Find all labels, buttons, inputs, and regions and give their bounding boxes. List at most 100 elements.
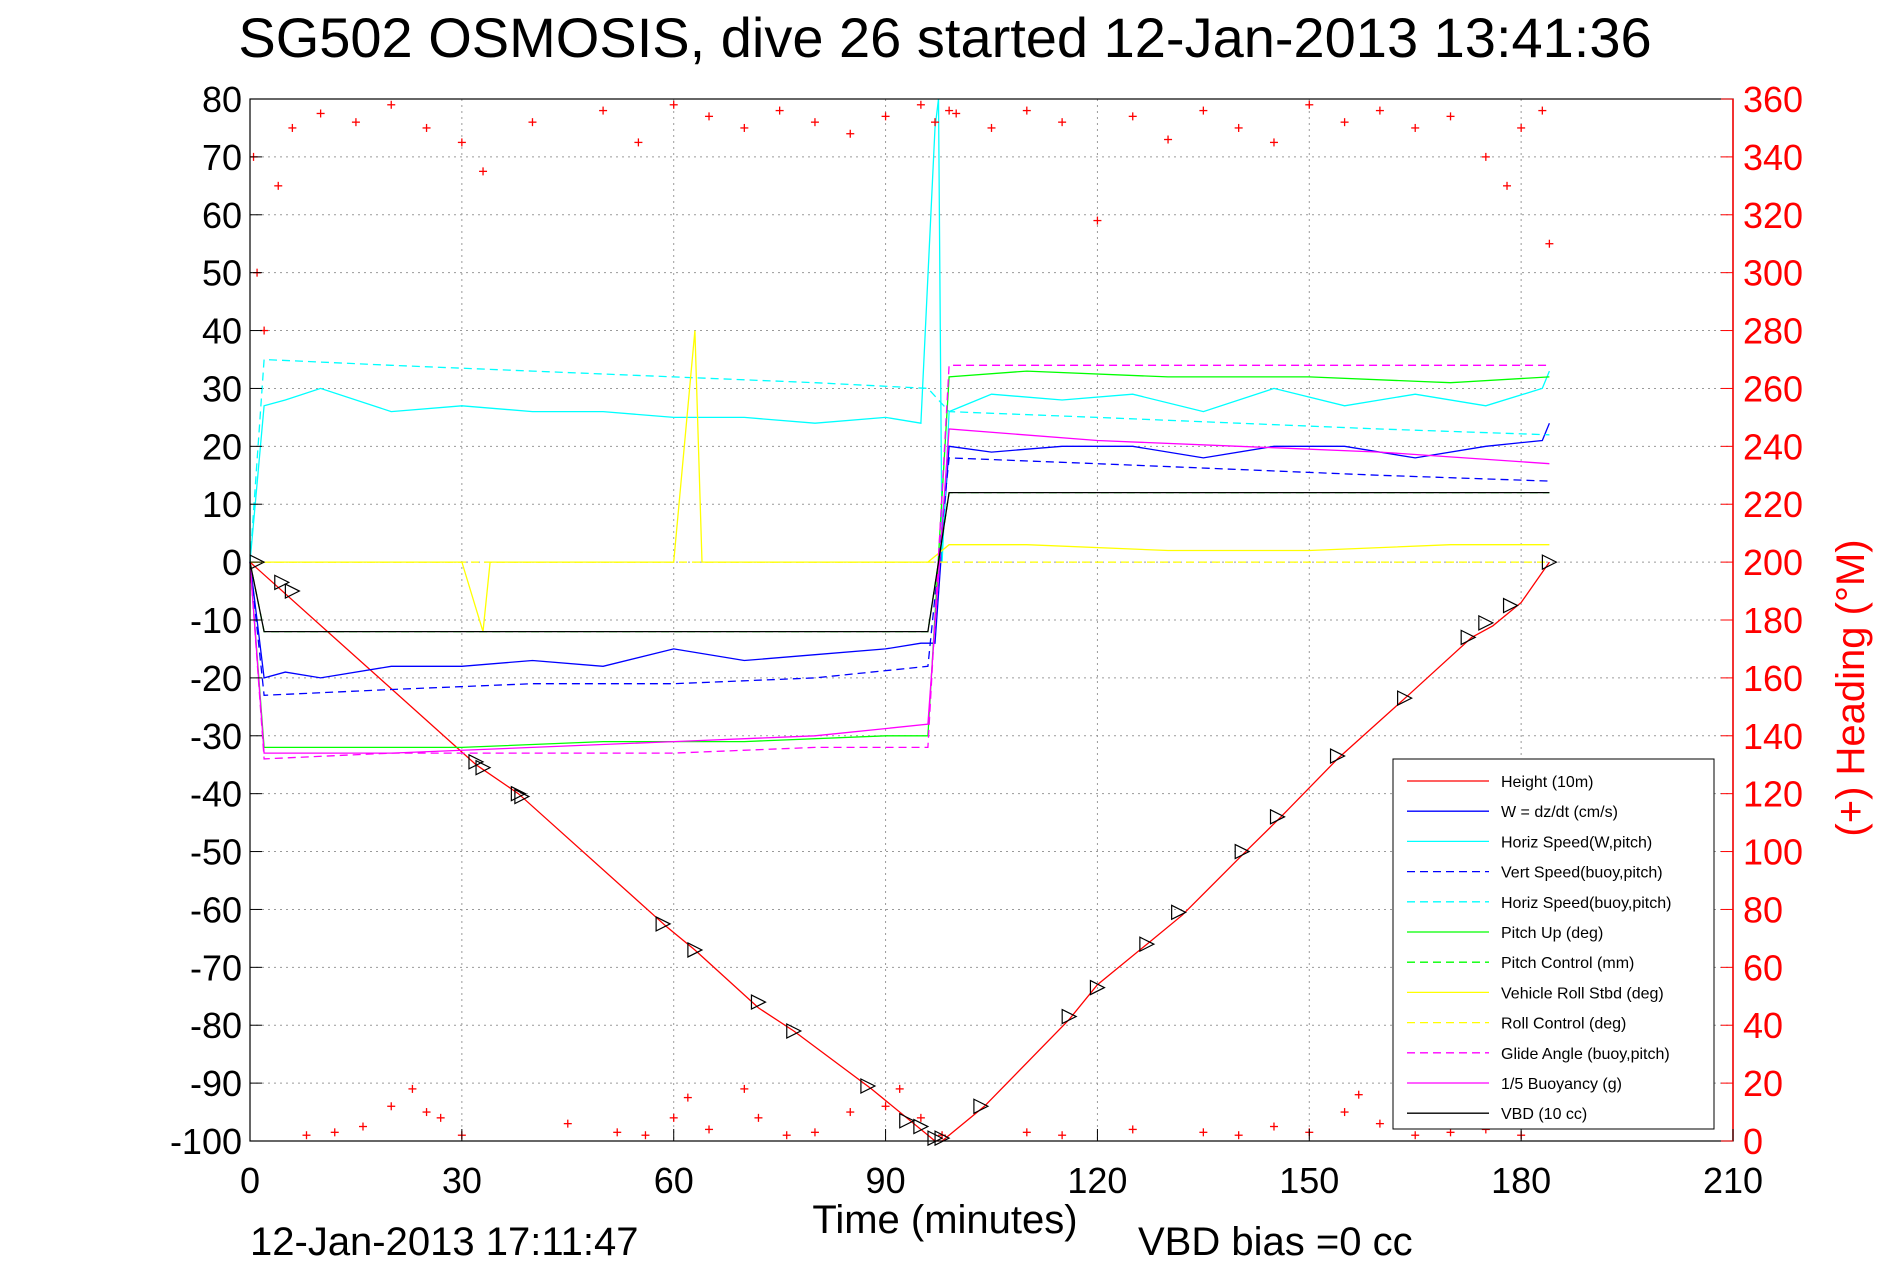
y-tick-label: 30 xyxy=(202,368,242,409)
heading-point xyxy=(479,167,488,176)
dive-marker xyxy=(750,994,767,1011)
y2-tick-label: 120 xyxy=(1743,774,1803,815)
heading-point xyxy=(288,123,297,132)
y2-tick-label: 20 xyxy=(1743,1063,1783,1104)
heading-point xyxy=(330,1128,339,1137)
heading-point xyxy=(895,1084,904,1093)
y2-tick-label: 180 xyxy=(1743,600,1803,641)
x-tick-label: 0 xyxy=(240,1160,260,1201)
series-line-4 xyxy=(249,358,1550,563)
dive-marker xyxy=(1460,629,1477,646)
heading-point xyxy=(1269,1122,1278,1131)
x-tick-label: 90 xyxy=(866,1160,906,1201)
heading-point xyxy=(782,1131,791,1140)
y2-tick-label: 280 xyxy=(1743,311,1803,352)
axis-ticks: 0 30 60 90 120 150 180 21080706050403020100-10-… xyxy=(170,79,1803,1201)
heading-point xyxy=(881,112,890,121)
heading-point xyxy=(387,1102,396,1111)
y-tick-label: -20 xyxy=(190,658,242,699)
legend-label: 1/5 Buoyancy (g) xyxy=(1501,1076,1622,1093)
legend-label: Pitch Control (mm) xyxy=(1501,955,1634,972)
footer-timestamp: 12-Jan-2013 17:11:47 xyxy=(250,1220,638,1262)
x-tick-label: 60 xyxy=(654,1160,694,1201)
heading-point xyxy=(775,106,784,115)
heading-point xyxy=(669,1113,678,1122)
dive-marker xyxy=(786,1023,803,1039)
x-tick-label: 150 xyxy=(1279,1160,1339,1201)
series-line-10 xyxy=(249,428,1550,754)
series-lines xyxy=(249,98,1551,1142)
heading-point xyxy=(1058,118,1067,127)
heading-point xyxy=(641,1131,650,1140)
y-tick-label: 50 xyxy=(202,253,242,294)
heading-point xyxy=(274,181,283,190)
y-tick-label: 0 xyxy=(222,542,242,583)
heading-point xyxy=(705,1125,714,1134)
y2-tick-label: 100 xyxy=(1743,832,1803,873)
series-line-5 xyxy=(249,370,1550,749)
y-tick-label: -50 xyxy=(190,832,242,873)
heading-point xyxy=(599,106,608,115)
heading-point xyxy=(1354,1090,1363,1099)
x-tick-label: 210 xyxy=(1703,1160,1763,1201)
series-line-2 xyxy=(249,98,1551,563)
series-line-3 xyxy=(249,457,1550,696)
heading-point xyxy=(1199,106,1208,115)
legend-label: VBD (10 cc) xyxy=(1501,1106,1587,1123)
heading-point xyxy=(846,1108,855,1117)
y2-tick-label: 360 xyxy=(1743,79,1803,120)
y2-axis-label: (+) Heading (°M) xyxy=(1829,539,1873,836)
series-line-11 xyxy=(249,491,1550,633)
heading-point xyxy=(1269,138,1278,147)
dive-marker xyxy=(1502,597,1519,614)
y-tick-label: 40 xyxy=(202,311,242,352)
y2-tick-label: 320 xyxy=(1743,195,1803,236)
dive-marker xyxy=(1478,614,1495,631)
dive-marker xyxy=(1269,808,1286,825)
dive-marker xyxy=(274,574,291,591)
heading-point xyxy=(408,1084,417,1093)
dive-marker xyxy=(687,941,704,958)
footer-vbd-bias: VBD bias =0 cc xyxy=(1138,1220,1413,1262)
heading-point xyxy=(1234,1131,1243,1140)
heading-point xyxy=(422,1108,431,1117)
heading-point xyxy=(987,123,996,132)
dive-marker xyxy=(475,759,492,776)
heading-point xyxy=(1128,112,1137,121)
dive-marker xyxy=(973,1098,990,1115)
dive-markers xyxy=(249,554,1558,1147)
heading-point xyxy=(1503,181,1512,190)
legend-label: Vert Speed(buoy,pitch) xyxy=(1501,865,1663,882)
heading-point xyxy=(916,100,925,109)
y2-tick-label: 140 xyxy=(1743,716,1803,757)
heading-point xyxy=(1164,135,1173,144)
heading-point xyxy=(351,118,360,127)
dive-marker xyxy=(1139,936,1156,953)
x-axis-label: Time (minutes) xyxy=(812,1198,1077,1242)
dive-marker xyxy=(284,583,301,600)
heading-point xyxy=(669,100,678,109)
heading-point xyxy=(740,1084,749,1093)
heading-point xyxy=(1305,100,1314,109)
heading-point xyxy=(1022,106,1031,115)
dive-marker xyxy=(1089,979,1106,996)
series-line-1 xyxy=(249,422,1551,679)
heading-point xyxy=(810,118,819,127)
x-tick-label: 30 xyxy=(442,1160,482,1201)
heading-point xyxy=(422,123,431,132)
heading-point xyxy=(1340,118,1349,127)
y-tick-label: 60 xyxy=(202,195,242,236)
dive-marker xyxy=(514,788,531,805)
y2-tick-label: 160 xyxy=(1743,658,1803,699)
heading-point xyxy=(846,129,855,138)
x-tick-label: 180 xyxy=(1491,1160,1551,1201)
heading-point xyxy=(302,1131,311,1140)
heading-point xyxy=(1545,239,1554,248)
y2-tick-label: 340 xyxy=(1743,137,1803,178)
x-tick-label: 120 xyxy=(1067,1160,1127,1201)
heading-point xyxy=(1128,1125,1137,1134)
heading-point xyxy=(1517,123,1526,132)
legend-label: Vehicle Roll Stbd (deg) xyxy=(1501,985,1664,1002)
heading-point xyxy=(358,1122,367,1131)
